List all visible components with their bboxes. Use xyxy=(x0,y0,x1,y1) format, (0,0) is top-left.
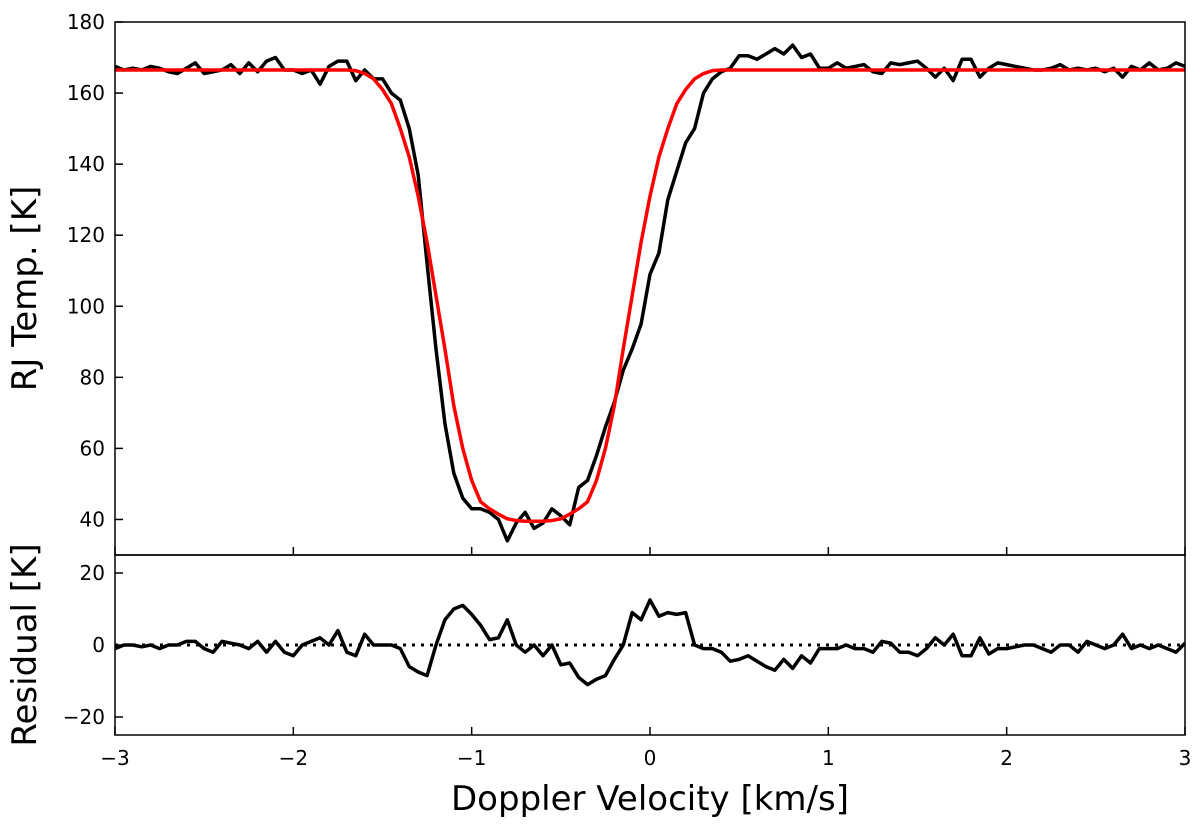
y-tick-label: 180 xyxy=(67,10,105,34)
data-line xyxy=(115,68,1185,523)
x-tick-label: 3 xyxy=(1179,746,1192,770)
x-tick-label: 2 xyxy=(1000,746,1013,770)
y-tick-label: 0 xyxy=(92,633,105,657)
y-tick-label: 60 xyxy=(80,436,105,460)
data-line xyxy=(115,598,1185,687)
y-tick-label: 140 xyxy=(67,152,105,176)
x-tick-label: −3 xyxy=(100,746,129,770)
y-tick-label: 80 xyxy=(80,365,105,389)
x-tick-label: −2 xyxy=(279,746,308,770)
y-tick-label: 100 xyxy=(67,294,105,318)
x-tick-label: 1 xyxy=(822,746,835,770)
y-tick-label: 20 xyxy=(80,561,105,585)
plot-frame xyxy=(114,554,1186,736)
data-line xyxy=(115,43,1185,543)
plot-frame xyxy=(114,21,1186,556)
y-tick-label: 40 xyxy=(80,507,105,531)
y-tick-label: −20 xyxy=(63,705,105,729)
y-tick-label: 120 xyxy=(67,223,105,247)
x-tick-label: −1 xyxy=(457,746,486,770)
x-tick-label: 0 xyxy=(644,746,657,770)
y-axis-label: RJ Temp. [K] xyxy=(5,186,45,392)
y-axis-label: Residual [K] xyxy=(5,543,45,746)
y-tick-label: 160 xyxy=(67,81,105,105)
x-axis-label: Doppler Velocity [km/s] xyxy=(451,779,849,819)
